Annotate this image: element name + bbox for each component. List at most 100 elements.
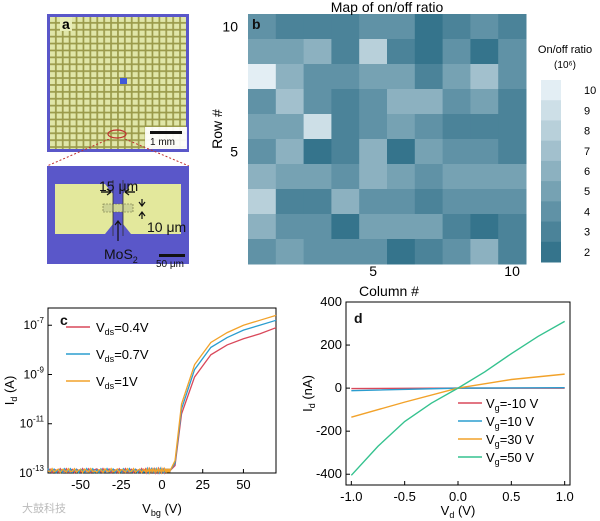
heatmap-cell — [248, 114, 277, 140]
heatmap-ylabel: Row # — [209, 109, 225, 149]
heatmap-cell — [498, 214, 527, 240]
x-axis-label: Vbg (V) — [142, 501, 182, 518]
heatmap-cell — [248, 14, 277, 40]
y-tick-label: 0 — [335, 380, 342, 395]
heatmap-cell — [275, 64, 305, 90]
heatmap-cell — [248, 89, 277, 115]
heatmap-cell — [498, 39, 527, 65]
heatmap-xtick-label: 5 — [369, 263, 377, 279]
heatmap-cell — [359, 189, 388, 215]
heatmap-cell — [387, 164, 416, 190]
heatmap-cell — [442, 214, 471, 240]
heatmap-cell — [470, 139, 499, 165]
series-line — [47, 319, 277, 475]
heatmap-cell — [275, 214, 305, 240]
heatmap-cell — [414, 39, 444, 65]
colorbar-segment — [541, 140, 561, 162]
colorbar-tick-label: 3 — [584, 227, 590, 239]
legend-label: Vds=1V — [96, 374, 138, 391]
legend-label: Vg=10 V — [486, 414, 534, 431]
heatmap-cell — [442, 239, 471, 265]
heatmap-xtick-label: 10 — [504, 263, 520, 279]
heatmap-cell — [359, 14, 388, 40]
heatmap-cell — [498, 239, 527, 265]
colorbar-tick-label: 5 — [584, 186, 590, 198]
heatmap-cell — [387, 114, 416, 140]
material-label: MoS2 — [104, 246, 138, 265]
scale-label-bottom: 50 μm — [156, 259, 184, 270]
x-tick-label: 50 — [236, 477, 250, 492]
colorbar-segment — [541, 181, 561, 202]
heatmap-cell — [498, 139, 527, 165]
heatmap-cell — [275, 39, 305, 65]
heatmap-cell — [359, 239, 388, 265]
heatmap-cell — [359, 64, 388, 90]
heatmap-cell — [303, 89, 332, 115]
legend-label: Vds=0.7V — [96, 347, 149, 364]
output-curve-chart: -1.0 -0.5 0.0 0.5 1.0 -400 -200 0 200 400 Vg=-10 V… — [300, 294, 574, 520]
heatmap-cell — [303, 214, 332, 240]
heatmap-cell — [414, 239, 444, 265]
panel-letter-c: c — [60, 312, 68, 328]
heatmap-cell — [359, 114, 388, 140]
panel-letter-a: a — [60, 16, 72, 32]
legend-label: Vg=50 V — [486, 450, 534, 467]
heatmap-cell — [331, 64, 360, 90]
heatmap-cell — [442, 189, 471, 215]
heatmap-cell — [387, 189, 416, 215]
transfer-curve-chart: -50 -25 0 25 50 10-13 10-11 10-9 10-7 Vds=0.4V Vds… — [2, 307, 277, 518]
heatmap-cell — [331, 139, 360, 165]
colorbar-tick-label: 9 — [584, 105, 590, 117]
heatmap-cell — [470, 189, 499, 215]
x-tick-label: -1.0 — [340, 489, 362, 504]
heatmap-ytick-label: 10 — [222, 19, 238, 35]
heatmap-cell — [303, 39, 332, 65]
heatmap-cell — [331, 114, 360, 140]
heatmap-cell — [442, 14, 471, 40]
heatmap-cell — [248, 239, 277, 265]
heatmap-cell — [275, 189, 305, 215]
series-line — [47, 314, 277, 475]
heatmap-cell — [470, 214, 499, 240]
heatmap-cell — [331, 39, 360, 65]
legend-label: Vg=-10 V — [486, 396, 539, 413]
colorbar-segment — [541, 221, 561, 243]
heatmap-cell — [331, 164, 360, 190]
heatmap-cell — [248, 139, 277, 165]
heatmap-cell — [275, 139, 305, 165]
heatmap-cell — [359, 89, 388, 115]
x-tick-label: 25 — [195, 477, 209, 492]
y-tick-label: 10-11 — [20, 415, 45, 431]
colorbar-segment — [541, 80, 561, 101]
heatmap-cell — [275, 14, 305, 40]
heatmap-cell — [248, 214, 277, 240]
heatmap-cell — [359, 139, 388, 165]
colorbar-label: On/off ratio — [538, 44, 592, 56]
heatmap-cell — [387, 14, 416, 40]
plot-frame — [47, 307, 277, 474]
heatmap-cell — [442, 114, 471, 140]
colorbar-segment — [541, 241, 561, 263]
heatmap-cell — [498, 114, 527, 140]
scale-label-top: 1 mm — [150, 137, 175, 148]
heatmap-cell — [470, 14, 499, 40]
panel-letter-b: b — [252, 16, 261, 32]
y-axis-label: Id (nA) — [300, 375, 317, 412]
heatmap-cell — [275, 239, 305, 265]
heatmap-cell — [387, 39, 416, 65]
heatmap-cell — [248, 189, 277, 215]
series-line — [47, 327, 277, 476]
device-zoom-image — [47, 166, 189, 264]
legend-label: Vg=30 V — [486, 432, 534, 449]
heatmap-cell — [331, 214, 360, 240]
heatmap-cell — [470, 39, 499, 65]
heatmap-cell — [414, 89, 444, 115]
legend-label: Vds=0.4V — [96, 320, 149, 337]
y-tick-label: 10-9 — [24, 365, 45, 381]
colorbar-unit: (10⁶) — [554, 60, 576, 71]
heatmap-title: Map of on/off ratio — [331, 0, 444, 15]
heatmap-cell — [303, 164, 332, 190]
panel-a: a 1 mm 15 μm 10 μm MoS2 50 μm — [47, 14, 189, 270]
heatmap-cell — [414, 164, 444, 190]
colorbar-tick-label: 6 — [584, 166, 590, 178]
